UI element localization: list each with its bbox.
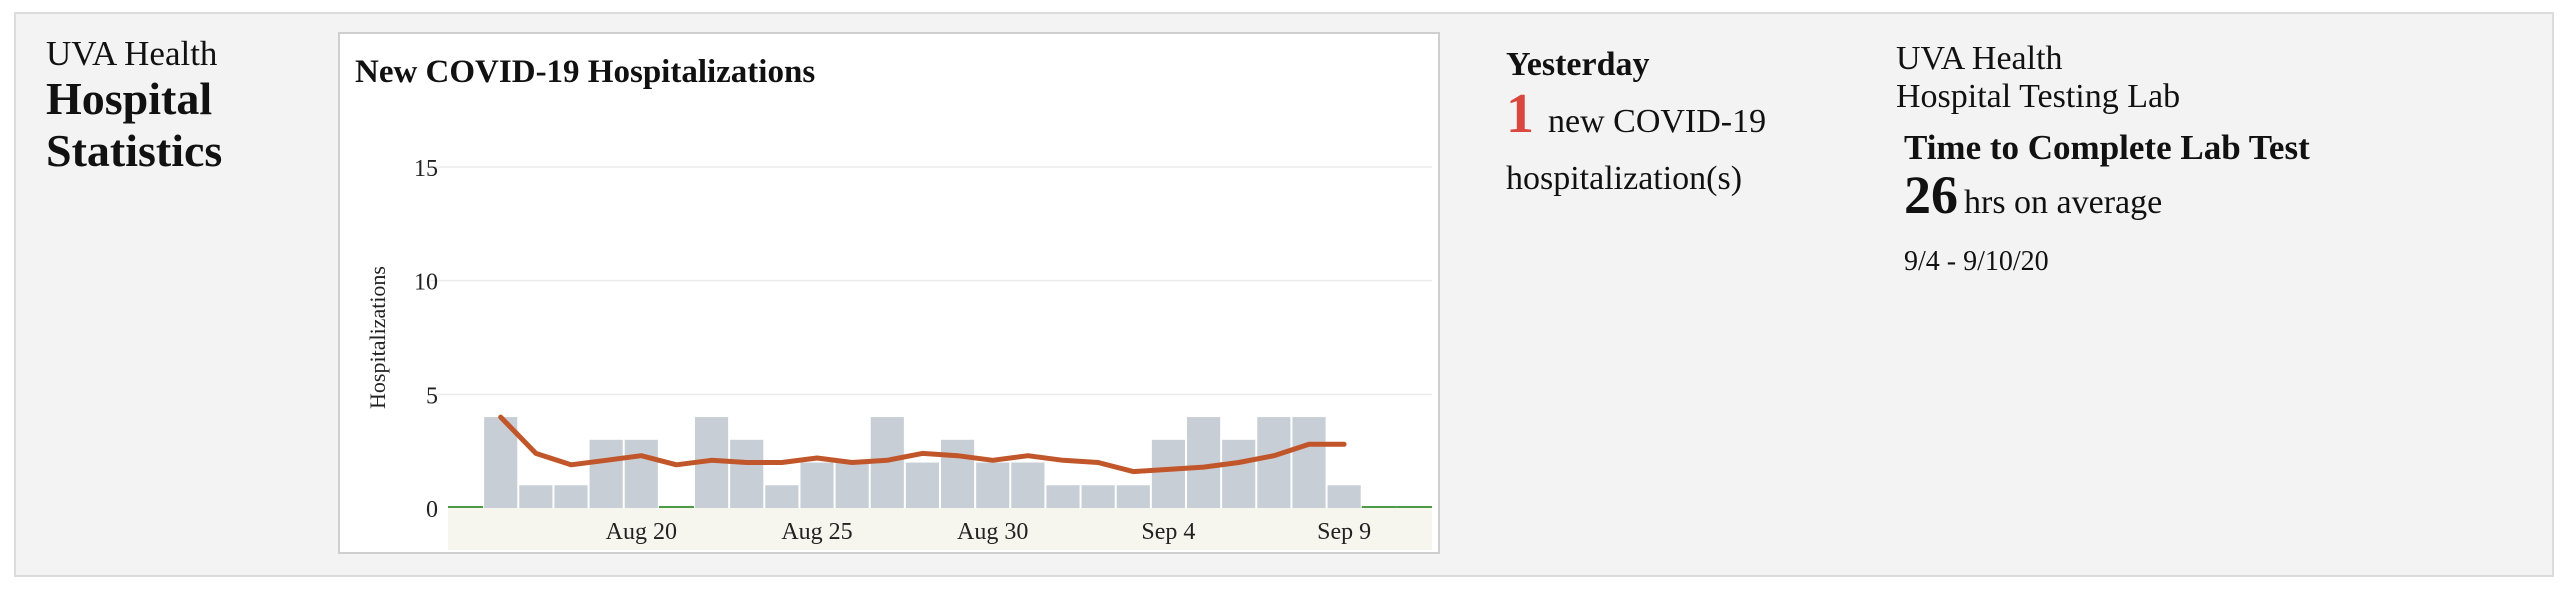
x-tick-label: Sep 9: [1317, 519, 1371, 545]
bar: [519, 485, 553, 508]
page-title-block: UVA Health Hospital Statistics: [46, 36, 222, 176]
bar: [730, 439, 764, 508]
bar: [589, 439, 623, 508]
chart-svg: 0 5 10 15 Hospitalizations Aug 20 Aug 25 Aug 30…: [365, 156, 1432, 550]
bar: [765, 485, 799, 508]
y-tick-label: 0: [426, 497, 438, 523]
y-tick-label: 5: [426, 383, 438, 409]
hospitalizations-chart[interactable]: New COVID-19 Hospitalizations 0 5 10 15 Hosp…: [338, 32, 1440, 554]
lab-hours-text: hrs on average: [1964, 184, 2163, 222]
yesterday-line: 1 new COVID-19: [1506, 82, 1766, 146]
x-tick-label: Aug 25: [781, 519, 852, 545]
bar: [1222, 439, 1256, 508]
page-title-line2: Statistics: [46, 125, 223, 177]
bar: [800, 462, 834, 508]
x-tick-label: Aug 20: [606, 519, 677, 545]
bar: [835, 462, 869, 508]
series-line: [498, 414, 1347, 475]
y-axis-label: Hospitalizations: [365, 266, 390, 409]
bar: [1081, 485, 1115, 508]
bar: [554, 485, 588, 508]
bar: [1327, 485, 1361, 508]
bar: [1257, 417, 1291, 508]
bar: [1046, 485, 1080, 508]
bar: [1116, 485, 1150, 508]
bar: [1187, 417, 1221, 508]
bar: [484, 417, 518, 508]
yesterday-text2: hospitalization(s): [1506, 160, 1743, 197]
bar: [624, 439, 658, 508]
yesterday-text1: new COVID-19: [1548, 103, 1767, 140]
bar: [941, 439, 975, 508]
bar: [905, 462, 939, 508]
y-tick-label: 15: [414, 156, 438, 182]
lab-name: Hospital Testing Lab: [1896, 78, 2181, 116]
x-axis-band: [448, 508, 1432, 550]
org-name: UVA Health: [46, 34, 218, 73]
bar: [1292, 417, 1326, 508]
page-title-line1: Hospital: [46, 73, 213, 124]
bar: [976, 462, 1010, 508]
lab-title: Time to Complete Lab Test: [1904, 128, 2310, 168]
x-tick-label: Sep 4: [1141, 519, 1195, 545]
dashboard-frame: UVA Health Hospital Statistics New COVID…: [14, 12, 2554, 577]
lab-date-range: 9/4 - 9/10/20: [1904, 246, 2049, 278]
yesterday-stat: Yesterday 1 new COVID-19 hospitalization(…: [1506, 46, 1766, 198]
x-tick-label: Aug 30: [957, 519, 1028, 545]
bar: [1151, 439, 1185, 508]
lab-hours: 26: [1904, 165, 1958, 226]
lab-hours-line: 26 hrs on average: [1904, 164, 2310, 226]
yesterday-count: 1: [1506, 83, 1534, 145]
lab-org: UVA Health: [1896, 40, 2063, 77]
yesterday-label: Yesterday: [1506, 46, 1650, 83]
bar: [1011, 462, 1045, 508]
lab-stat: UVA Health Hospital Testing Lab Time to …: [1896, 40, 2310, 278]
chart-title: New COVID-19 Hospitalizations: [355, 54, 816, 90]
y-tick-label: 10: [414, 270, 438, 296]
